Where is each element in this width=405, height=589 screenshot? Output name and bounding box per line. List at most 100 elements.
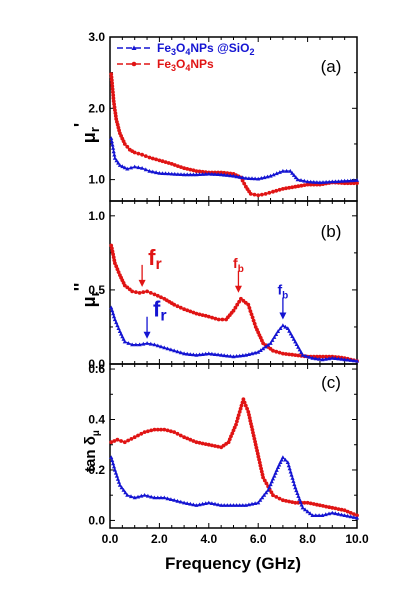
data-point <box>152 342 157 347</box>
data-point <box>225 353 230 358</box>
data-point <box>333 506 338 511</box>
data-point <box>110 458 115 463</box>
data-point <box>259 466 263 471</box>
data-point <box>122 339 127 344</box>
data-point <box>121 337 126 341</box>
data-point <box>203 442 208 446</box>
data-point <box>140 152 145 157</box>
data-point <box>303 353 309 358</box>
data-point <box>212 501 218 506</box>
data-point <box>125 493 130 497</box>
data-point <box>348 514 353 519</box>
data-point <box>140 166 145 170</box>
legend-marker <box>131 61 137 67</box>
data-point <box>302 178 307 183</box>
data-point <box>264 490 269 495</box>
data-point <box>116 270 121 274</box>
data-point <box>154 170 159 175</box>
data-point <box>285 326 290 330</box>
data-point <box>240 178 245 183</box>
data-point <box>290 171 295 175</box>
data-point <box>259 176 264 180</box>
data-point <box>308 179 313 184</box>
data-point <box>220 317 225 322</box>
y-tick-label: 1.0 <box>88 209 105 223</box>
data-point <box>326 356 332 361</box>
y-tick-label: 0.2 <box>88 463 105 477</box>
data-point <box>125 166 130 171</box>
data-point <box>295 491 300 495</box>
data-point <box>137 342 142 347</box>
data-point <box>302 183 307 188</box>
data-point <box>281 498 285 503</box>
data-point <box>109 139 114 144</box>
data-point <box>291 479 296 483</box>
data-point <box>194 172 199 177</box>
data-point <box>112 258 117 263</box>
data-point <box>134 290 138 294</box>
y-tick-label: 3.0 <box>88 30 105 44</box>
data-point <box>355 181 359 186</box>
data-point <box>234 174 239 179</box>
data-point <box>253 176 258 181</box>
data-point <box>114 264 119 269</box>
data-point <box>292 482 297 487</box>
data-point <box>235 302 240 307</box>
data-point <box>216 444 221 449</box>
data-point <box>133 342 138 347</box>
data-point <box>109 455 114 459</box>
data-point <box>229 434 233 439</box>
y-axis-label: μr'' <box>71 283 102 308</box>
data-point <box>288 168 293 173</box>
data-point <box>146 429 150 434</box>
data-point <box>157 171 162 175</box>
data-point <box>274 188 279 193</box>
data-point <box>178 350 183 355</box>
data-point <box>280 455 285 459</box>
data-point <box>342 357 347 362</box>
data-point <box>342 508 347 513</box>
data-point <box>169 429 173 434</box>
data-point <box>200 169 205 174</box>
data-point <box>339 512 344 517</box>
y-tick-label: 0.0 <box>88 357 105 371</box>
data-point <box>238 406 243 411</box>
panel-2: 0.0 0.5 1.0 μr'' (b) fr fb fr fb <box>71 200 360 371</box>
data-point <box>188 172 193 177</box>
data-point <box>299 502 304 507</box>
data-point <box>113 111 118 115</box>
data-point <box>330 355 335 360</box>
data-point <box>345 513 350 518</box>
data-point <box>237 503 242 507</box>
data-point <box>271 172 276 177</box>
data-point <box>246 410 251 414</box>
data-point <box>248 192 253 196</box>
data-point <box>114 117 119 121</box>
data-point <box>351 178 356 183</box>
data-point <box>326 511 332 516</box>
data-point <box>272 335 277 339</box>
data-point <box>168 497 173 501</box>
data-point <box>256 349 261 354</box>
data-point <box>225 173 230 177</box>
data-point <box>222 353 227 358</box>
data-point <box>147 155 152 160</box>
data-point <box>113 261 117 266</box>
data-point <box>117 482 122 487</box>
data-point <box>271 493 275 498</box>
data-point <box>279 457 284 462</box>
data-point <box>234 422 238 427</box>
data-point <box>209 501 214 505</box>
data-point <box>237 410 242 414</box>
data-point <box>191 172 196 177</box>
data-point <box>247 306 252 310</box>
data-point <box>293 339 298 344</box>
legend-marker <box>131 45 137 50</box>
data-point <box>110 84 115 88</box>
data-point <box>317 513 322 517</box>
data-point <box>252 192 257 197</box>
data-point <box>206 314 211 319</box>
data-point <box>273 470 278 475</box>
data-point <box>112 467 117 472</box>
